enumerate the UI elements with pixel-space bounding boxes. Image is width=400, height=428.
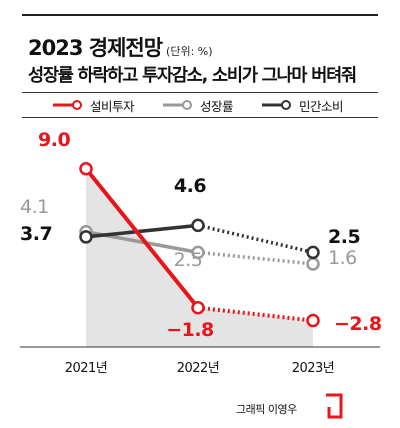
data-label: −1.8 bbox=[166, 319, 214, 341]
legend-label-growth-rate: 성장률 bbox=[200, 98, 234, 114]
data-label: 1.6 bbox=[328, 247, 357, 269]
data-point bbox=[79, 230, 93, 244]
legend: 설비투자 성장률 민간소비 bbox=[22, 92, 378, 118]
graphic-credit: 그래픽 이영우 bbox=[236, 403, 297, 416]
legend-item-private-consumption: 민간소비 bbox=[261, 96, 344, 115]
legend-label-equipment-investment: 설비투자 bbox=[90, 98, 135, 114]
data-label: −2.8 bbox=[334, 313, 382, 335]
series-line-actual bbox=[84, 166, 200, 310]
series-line-forecast bbox=[197, 223, 314, 255]
data-label: 3.7 bbox=[20, 223, 52, 245]
data-label: 4.1 bbox=[20, 196, 49, 218]
legend-item-growth-rate: 성장률 bbox=[162, 96, 234, 115]
x-tick-label: 2023년 bbox=[292, 361, 335, 376]
series-line-forecast bbox=[197, 250, 314, 266]
data-point bbox=[191, 245, 205, 260]
legend-label-private-consumption: 민간소비 bbox=[299, 98, 344, 114]
chart-title: 2023 경제전망 bbox=[28, 36, 163, 60]
series-line-actual bbox=[84, 223, 200, 239]
area-fill bbox=[86, 168, 313, 347]
data-label: 2.5 bbox=[174, 249, 203, 271]
publisher-logo-icon bbox=[326, 393, 343, 419]
data-label: 9.0 bbox=[38, 129, 70, 151]
unit-label: (단위: %) bbox=[166, 45, 213, 58]
data-point bbox=[306, 245, 320, 260]
title-row: 2023 경제전망 (단위: %) bbox=[28, 32, 213, 62]
data-point bbox=[191, 218, 205, 233]
series-line-forecast bbox=[197, 305, 314, 323]
data-point bbox=[79, 161, 93, 176]
x-tick-label: 2021년 bbox=[65, 361, 108, 376]
legend-swatch-private-consumption bbox=[262, 100, 292, 110]
data-point bbox=[306, 257, 320, 271]
x-tick-label: 2022년 bbox=[177, 361, 220, 376]
legend-swatch-equipment-investment bbox=[53, 100, 82, 110]
data-label: 2.5 bbox=[328, 226, 360, 248]
legend-item-equipment-investment: 설비투자 bbox=[52, 96, 135, 115]
top-rule bbox=[22, 14, 378, 16]
data-point bbox=[306, 313, 320, 328]
data-label: 4.6 bbox=[174, 175, 206, 197]
data-point bbox=[191, 300, 205, 315]
chart-subtitle: 성장률 하락하고 투자감소, 소비가 그나마 버텨줘 bbox=[28, 66, 357, 86]
legend-swatch-growth-rate bbox=[163, 100, 193, 110]
